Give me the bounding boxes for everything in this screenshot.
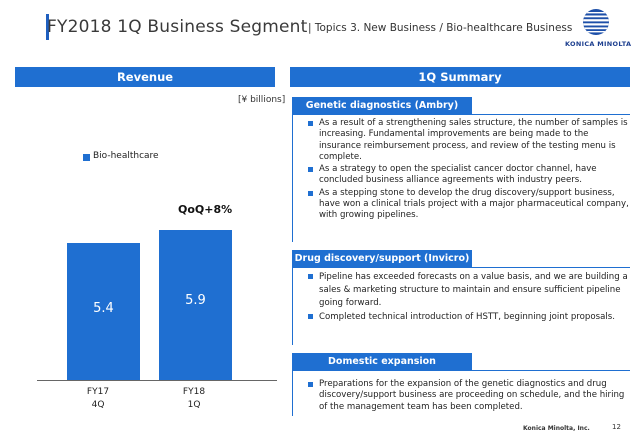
x-tick-line: FY18 [182, 387, 206, 397]
section-rule [292, 114, 630, 115]
section-body-domestic: Preparations for the expansion of the ge… [308, 379, 630, 414]
unit-label: [¥ billions] [238, 95, 286, 105]
section-body-invicro: Pipeline has exceeded forecasts on a val… [308, 271, 630, 326]
x-tick-label-1: FY18 1Q [174, 386, 214, 412]
list-item: Pipeline has exceeded forecasts on a val… [308, 271, 630, 309]
page-number: 12 [612, 423, 621, 431]
legend-label: Bio-healthcare [93, 151, 159, 161]
footer-company: Konica Minolta, Inc. [523, 425, 590, 432]
title-accent-bar [46, 14, 49, 40]
section-rule [292, 370, 630, 371]
page-subtitle: | Topics 3. New Business / Bio-healthcar… [308, 22, 573, 34]
list-item: As a result of a strengthening sales str… [308, 118, 630, 163]
section-title-ambry: Genetic diagnostics (Ambry) [292, 97, 472, 114]
list-item: Completed technical introduction of HSTT… [308, 311, 630, 324]
globe-logo-icon [583, 9, 609, 35]
logo-wordmark: KONICA MINOLTA [565, 40, 632, 48]
revenue-header: Revenue [15, 67, 275, 87]
section-title-invicro: Drug discovery/support (Invicro) [292, 250, 472, 267]
qoq-annotation: QoQ+8% [178, 203, 233, 216]
list-item: As a stepping stone to develop the drug … [308, 188, 630, 222]
page-title: FY2018 1Q Business Segment [47, 17, 308, 37]
x-axis [37, 380, 277, 381]
bar-value-label: 5.4 [93, 300, 114, 316]
section-rule [292, 267, 630, 268]
x-tick-line: FY17 [86, 387, 110, 397]
x-tick-label-0: FY17 4Q [78, 386, 118, 412]
bar-fy18-1q [159, 230, 232, 380]
section-left-rule [292, 114, 293, 242]
x-tick-line: 4Q [91, 400, 105, 410]
summary-header: 1Q Summary [290, 67, 630, 87]
section-left-rule [292, 370, 293, 416]
legend-swatch [83, 154, 90, 161]
list-item: Preparations for the expansion of the ge… [308, 379, 630, 413]
konica-minolta-logo: KONICA MINOLTA [565, 8, 632, 48]
bar-value-label: 5.9 [185, 293, 206, 308]
bar-fy17-4q [67, 243, 140, 380]
section-left-rule [292, 267, 293, 345]
list-item: As a strategy to open the specialist can… [308, 164, 630, 187]
x-tick-line: 1Q [187, 400, 201, 410]
section-body-ambry: As a result of a strengthening sales str… [308, 118, 630, 223]
section-title-domestic: Domestic expansion [292, 353, 472, 370]
